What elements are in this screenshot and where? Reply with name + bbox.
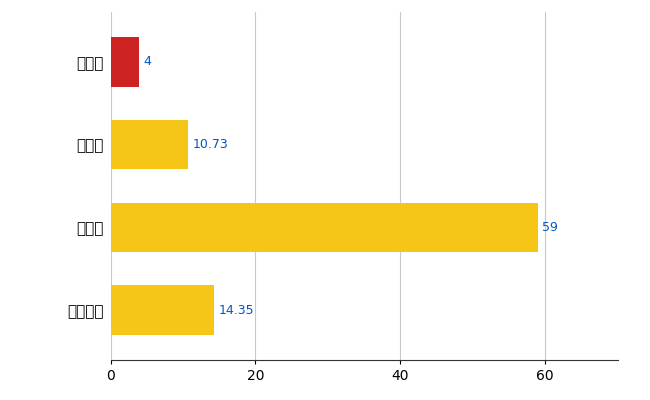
Bar xyxy=(111,120,188,170)
Text: 14.35: 14.35 xyxy=(219,304,254,317)
Bar xyxy=(111,202,538,252)
Text: 10.73: 10.73 xyxy=(192,138,228,151)
Bar xyxy=(111,37,140,86)
Text: 4: 4 xyxy=(144,55,151,68)
Bar xyxy=(111,286,214,335)
Text: 59: 59 xyxy=(542,221,558,234)
